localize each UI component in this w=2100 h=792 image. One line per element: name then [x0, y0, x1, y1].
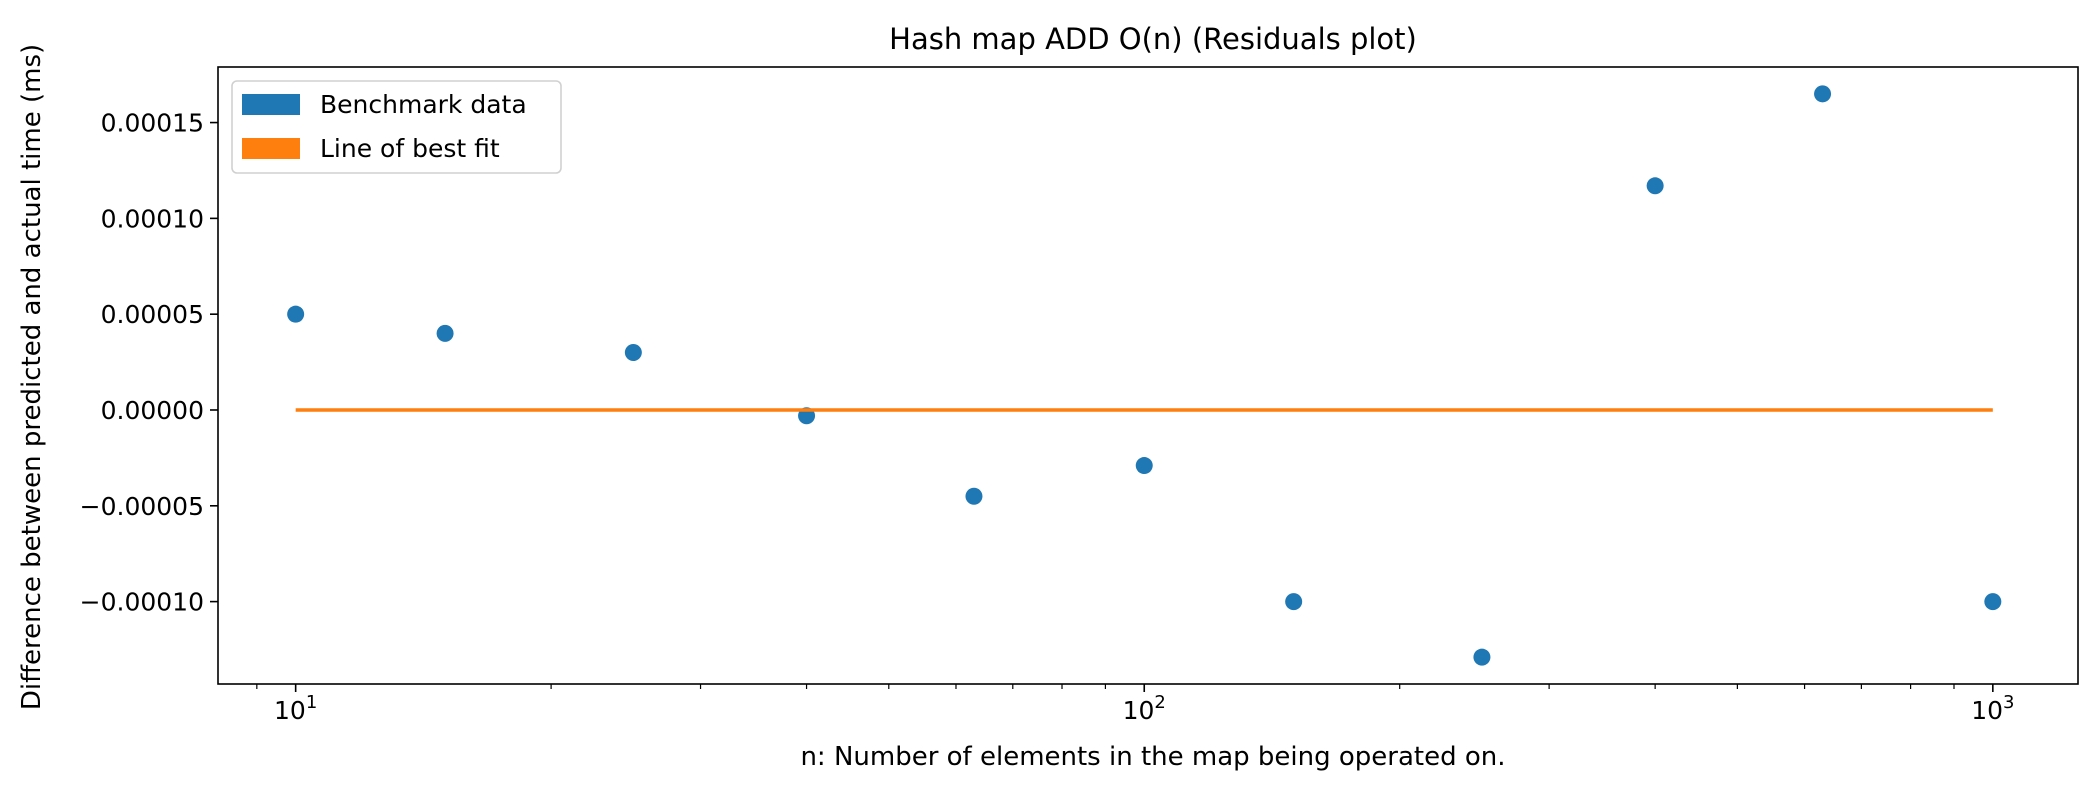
y-tick-label: −0.00005 [80, 492, 204, 521]
legend-box [231, 80, 562, 174]
data-point [1984, 593, 2002, 611]
data-point [1473, 648, 1491, 666]
y-axis-label: Difference between predicted and actual … [17, 44, 47, 710]
axes: 0.00015 0.00010 0.00005 0.00000 −0.00005 −0.0… [80, 66, 2079, 725]
data-point [965, 487, 983, 505]
y-tick-label: −0.00010 [80, 588, 204, 617]
data-point [1285, 593, 1303, 611]
data-point [1135, 457, 1153, 475]
data-point [1646, 177, 1664, 195]
chart-title: Hash map ADD O(n) (Residuals plot) [889, 22, 1417, 56]
legend-swatch [242, 94, 300, 115]
x-tick-label: 103 [1971, 692, 2014, 725]
legend-swatch [242, 138, 300, 159]
x-tick-label: 102 [1123, 692, 1166, 725]
data-point [624, 344, 642, 362]
y-tick-label: 0.00010 [101, 204, 204, 233]
legend-label: Benchmark data [320, 90, 527, 119]
legend-label: Line of best fit [320, 134, 500, 163]
data-point [287, 305, 305, 323]
x-axis-label: n: Number of elements in the map being o… [800, 742, 1505, 772]
y-tick-label: 0.00005 [101, 300, 204, 329]
data-point [1814, 85, 1832, 103]
data-point [436, 324, 454, 342]
x-tick-label: 101 [274, 692, 317, 725]
plot-frame [217, 66, 2079, 685]
y-tick-label: 0.00015 [101, 109, 204, 138]
plot-area [287, 85, 2002, 666]
legend: Benchmark data Line of best fit [231, 80, 562, 174]
y-tick-label: 0.00000 [101, 396, 204, 425]
